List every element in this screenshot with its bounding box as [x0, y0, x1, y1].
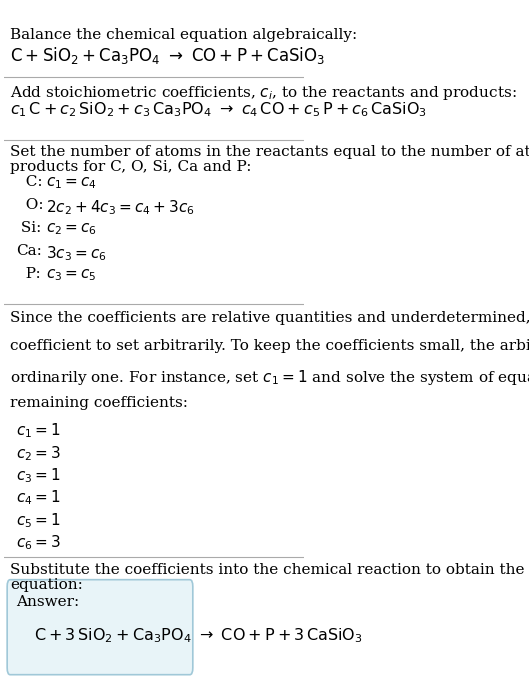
- Text: Set the number of atoms in the reactants equal to the number of atoms in the: Set the number of atoms in the reactants…: [10, 146, 529, 159]
- Text: $c_3 = 1$: $c_3 = 1$: [16, 466, 61, 485]
- Text: Add stoichiometric coefficients, $c_i$, to the reactants and products:: Add stoichiometric coefficients, $c_i$, …: [10, 84, 517, 102]
- Text: $c_3 = c_5$: $c_3 = c_5$: [46, 267, 97, 283]
- Text: $c_2 = 3$: $c_2 = 3$: [16, 444, 61, 462]
- Text: $c_5 = 1$: $c_5 = 1$: [16, 511, 61, 530]
- Text: equation:: equation:: [10, 578, 83, 592]
- Text: Ca:: Ca:: [16, 245, 42, 258]
- Text: $c_1 = 1$: $c_1 = 1$: [16, 422, 61, 440]
- Text: ordinarily one. For instance, set $c_1 = 1$ and solve the system of equations fo: ordinarily one. For instance, set $c_1 =…: [10, 368, 529, 387]
- Text: $c_4 = 1$: $c_4 = 1$: [16, 488, 61, 508]
- Text: $2 c_2 + 4 c_3 = c_4 + 3 c_6$: $2 c_2 + 4 c_3 = c_4 + 3 c_6$: [46, 199, 195, 217]
- Text: P:: P:: [16, 267, 41, 282]
- FancyBboxPatch shape: [7, 580, 193, 675]
- Text: O:: O:: [16, 199, 44, 212]
- Text: Si:: Si:: [16, 221, 41, 236]
- Text: remaining coefficients:: remaining coefficients:: [10, 396, 188, 410]
- Text: C:: C:: [16, 175, 43, 189]
- Text: $c_6 = 3$: $c_6 = 3$: [16, 534, 61, 552]
- Text: products for C, O, Si, Ca and P:: products for C, O, Si, Ca and P:: [10, 160, 252, 174]
- Text: $\mathrm{C} + 3\,\mathrm{SiO_2} + \mathrm{Ca_3PO_4}\ \rightarrow\ \mathrm{CO} + : $\mathrm{C} + 3\,\mathrm{SiO_2} + \mathr…: [34, 626, 363, 644]
- Text: $3 c_3 = c_6$: $3 c_3 = c_6$: [46, 245, 107, 263]
- Text: Answer:: Answer:: [16, 595, 79, 609]
- Text: $c_2 = c_6$: $c_2 = c_6$: [46, 221, 97, 237]
- Text: $c_1 = c_4$: $c_1 = c_4$: [46, 175, 97, 191]
- Text: Balance the chemical equation algebraically:: Balance the chemical equation algebraica…: [10, 28, 358, 42]
- Text: $\mathrm{C} + \mathrm{SiO_2} + \mathrm{Ca_3PO_4}\ \rightarrow\ \mathrm{CO} + \ma: $\mathrm{C} + \mathrm{SiO_2} + \mathrm{C…: [10, 45, 325, 66]
- Text: $c_1\,\mathrm{C} + c_2\,\mathrm{SiO_2} + c_3\,\mathrm{Ca_3PO_4}\ \rightarrow\ c_: $c_1\,\mathrm{C} + c_2\,\mathrm{SiO_2} +…: [10, 100, 427, 120]
- Text: Substitute the coefficients into the chemical reaction to obtain the balanced: Substitute the coefficients into the che…: [10, 563, 529, 577]
- Text: coefficient to set arbitrarily. To keep the coefficients small, the arbitrary va: coefficient to set arbitrarily. To keep …: [10, 339, 529, 353]
- Text: Since the coefficients are relative quantities and underdetermined, choose a: Since the coefficients are relative quan…: [10, 311, 529, 325]
